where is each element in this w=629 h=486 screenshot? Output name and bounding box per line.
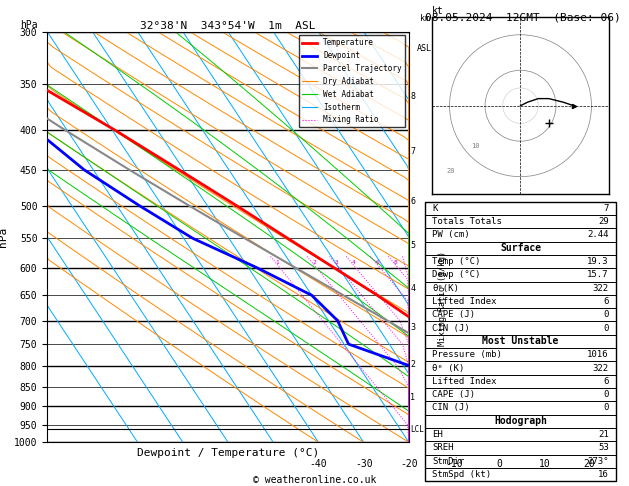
Text: θᵉ(K): θᵉ(K) bbox=[432, 284, 459, 293]
Text: 7: 7 bbox=[410, 147, 415, 156]
Text: 6: 6 bbox=[603, 377, 609, 386]
Text: 2: 2 bbox=[410, 360, 415, 368]
Text: km: km bbox=[420, 15, 430, 23]
Text: 0: 0 bbox=[603, 403, 609, 413]
Text: 3: 3 bbox=[410, 323, 415, 332]
Text: 29: 29 bbox=[598, 217, 609, 226]
Text: 2: 2 bbox=[313, 260, 316, 265]
Legend: Temperature, Dewpoint, Parcel Trajectory, Dry Adiabat, Wet Adiabat, Isotherm, Mi: Temperature, Dewpoint, Parcel Trajectory… bbox=[299, 35, 405, 127]
Text: 53: 53 bbox=[598, 443, 609, 452]
Text: -40: -40 bbox=[309, 459, 327, 469]
Text: StmDir: StmDir bbox=[432, 457, 464, 466]
Text: Dewp (°C): Dewp (°C) bbox=[432, 270, 481, 279]
Text: 4: 4 bbox=[352, 260, 355, 265]
Text: 8: 8 bbox=[394, 260, 398, 265]
Text: Lifted Index: Lifted Index bbox=[432, 297, 497, 306]
Text: 16: 16 bbox=[598, 470, 609, 479]
Text: 1016: 1016 bbox=[587, 350, 609, 359]
Text: 0: 0 bbox=[603, 324, 609, 332]
Text: CAPE (J): CAPE (J) bbox=[432, 310, 476, 319]
Text: ASL: ASL bbox=[417, 44, 432, 53]
Text: Surface: Surface bbox=[500, 243, 541, 253]
Text: 10: 10 bbox=[538, 459, 550, 469]
Text: kt: kt bbox=[431, 6, 443, 16]
Text: LCL: LCL bbox=[410, 425, 424, 434]
Text: 1: 1 bbox=[276, 260, 279, 265]
Text: 21: 21 bbox=[598, 430, 609, 439]
Text: 08.05.2024  12GMT  (Base: 06): 08.05.2024 12GMT (Base: 06) bbox=[425, 12, 620, 22]
X-axis label: Dewpoint / Temperature (°C): Dewpoint / Temperature (°C) bbox=[137, 448, 319, 458]
Text: -30: -30 bbox=[355, 459, 372, 469]
Text: Totals Totals: Totals Totals bbox=[432, 217, 502, 226]
Text: 3: 3 bbox=[335, 260, 339, 265]
Title: 32°38'N  343°54'W  1m  ASL: 32°38'N 343°54'W 1m ASL bbox=[140, 21, 316, 31]
Text: 0: 0 bbox=[603, 390, 609, 399]
Text: 1: 1 bbox=[410, 393, 415, 402]
Text: © weatheronline.co.uk: © weatheronline.co.uk bbox=[253, 475, 376, 485]
Text: 20: 20 bbox=[446, 168, 455, 174]
Text: θᵉ (K): θᵉ (K) bbox=[432, 364, 464, 373]
Text: Pressure (mb): Pressure (mb) bbox=[432, 350, 502, 359]
Text: 6: 6 bbox=[376, 260, 380, 265]
Text: K: K bbox=[432, 204, 438, 213]
Text: 10: 10 bbox=[471, 143, 479, 149]
Text: Temp (°C): Temp (°C) bbox=[432, 257, 481, 266]
Text: 6: 6 bbox=[603, 297, 609, 306]
Text: StmSpd (kt): StmSpd (kt) bbox=[432, 470, 491, 479]
Text: SREH: SREH bbox=[432, 443, 454, 452]
Text: hPa: hPa bbox=[20, 19, 38, 30]
Text: 2.44: 2.44 bbox=[587, 230, 609, 240]
Text: CAPE (J): CAPE (J) bbox=[432, 390, 476, 399]
Text: 4: 4 bbox=[410, 284, 415, 293]
Text: 19.3: 19.3 bbox=[587, 257, 609, 266]
Text: Lifted Index: Lifted Index bbox=[432, 377, 497, 386]
Text: 322: 322 bbox=[593, 364, 609, 373]
Text: Mixing Ratio (g/kg): Mixing Ratio (g/kg) bbox=[438, 251, 447, 346]
Text: CIN (J): CIN (J) bbox=[432, 403, 470, 413]
Text: CIN (J): CIN (J) bbox=[432, 324, 470, 332]
Text: 15.7: 15.7 bbox=[587, 270, 609, 279]
Text: PW (cm): PW (cm) bbox=[432, 230, 470, 240]
Text: Most Unstable: Most Unstable bbox=[482, 336, 559, 347]
Text: 6: 6 bbox=[410, 196, 415, 206]
Text: 7: 7 bbox=[603, 204, 609, 213]
Text: 5: 5 bbox=[410, 241, 415, 250]
Text: 273°: 273° bbox=[587, 457, 609, 466]
Text: Hodograph: Hodograph bbox=[494, 416, 547, 426]
Text: 0: 0 bbox=[603, 310, 609, 319]
Text: 8: 8 bbox=[410, 92, 415, 101]
Text: 0: 0 bbox=[496, 459, 502, 469]
Text: 20: 20 bbox=[584, 459, 596, 469]
Text: -10: -10 bbox=[445, 459, 463, 469]
Text: -20: -20 bbox=[400, 459, 418, 469]
Text: 322: 322 bbox=[593, 284, 609, 293]
Text: EH: EH bbox=[432, 430, 443, 439]
Y-axis label: hPa: hPa bbox=[0, 227, 8, 247]
